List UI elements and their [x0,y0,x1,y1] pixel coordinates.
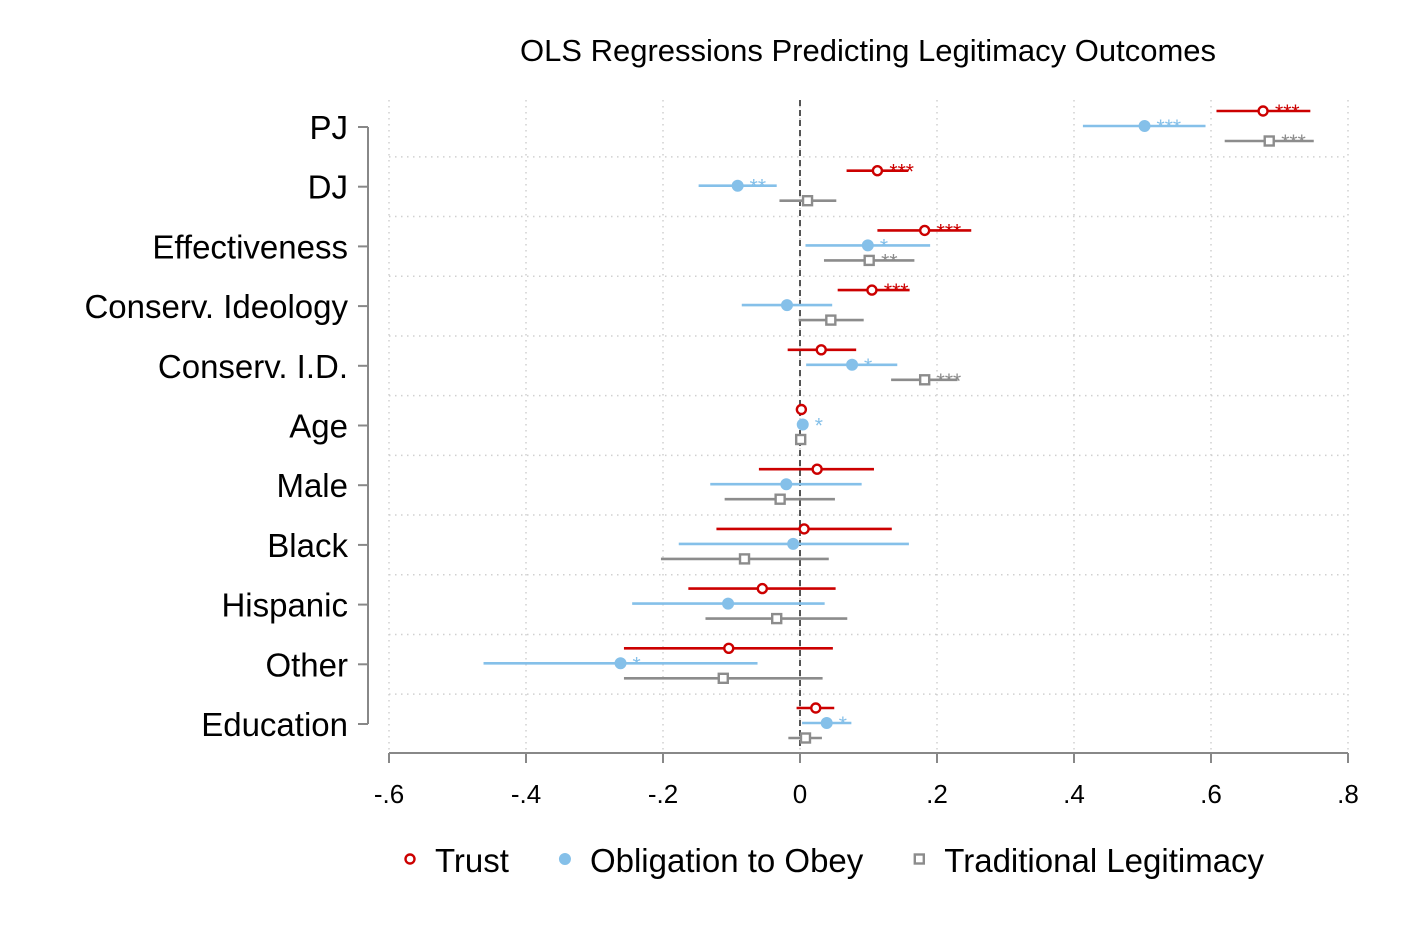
x-tick-label: .8 [1337,779,1359,809]
axis-layer: -.6 -.4 -.2 0 .2 .4 .6 .8 PJ DJ Effectiveness Conse… [84,109,1358,809]
x-tick-label: .4 [1063,779,1085,809]
point-marker [918,224,931,237]
significance-label: * [864,355,872,378]
legend-marker [404,853,416,865]
point-marker [798,523,810,535]
chart-title: OLS Regressions Predicting Legitimacy Ou… [520,33,1216,68]
point-marker [801,194,814,207]
legend: Trust Obligation to Obey Traditional Legit… [404,842,1265,879]
x-tick-label: .6 [1200,779,1222,809]
significance-label: * [815,415,823,438]
significance-label: * [839,713,847,736]
point-marker [738,553,751,565]
point-marker [774,493,786,505]
significance-label: *** [884,280,909,303]
legend-label: Obligation to Obey [590,842,864,879]
significance-label: *** [1275,101,1300,124]
significance-label: ** [881,250,897,273]
point-marker [780,299,793,312]
significance-label: * [880,235,888,258]
point-marker [871,164,884,177]
y-category-label: Conserv. I.D. [158,348,348,385]
y-category-label: Black [267,527,348,564]
y-category-label: Age [289,408,348,445]
point-marker [794,433,807,446]
marks-layer: ****************************** [483,101,1314,744]
legend-marker [913,853,925,865]
x-tick-label: -.2 [648,779,678,809]
legend-label: Trust [435,842,509,879]
point-marker [723,642,735,654]
significance-label: *** [937,370,962,393]
legend-item: Obligation to Obey [558,842,864,879]
point-marker [756,582,769,595]
point-marker [810,702,822,714]
x-tick-label: -.4 [511,779,541,809]
point-marker [717,672,729,684]
y-category-label: PJ [309,109,348,146]
legend-marker [558,853,571,865]
significance-label: *** [1281,131,1306,154]
point-marker [771,612,783,625]
y-category-label: Male [276,467,348,504]
point-marker [614,657,627,670]
point-marker [796,418,809,431]
x-tick-label: .2 [926,779,948,809]
point-marker [731,179,744,192]
y-category-label: Effectiveness [152,228,348,265]
point-marker [1257,105,1269,117]
point-marker [780,478,793,491]
legend-item: Traditional Legitimacy [913,842,1265,879]
significance-label: *** [889,161,914,184]
y-category-label: Hispanic [221,587,348,624]
point-marker [799,732,812,744]
point-marker [811,463,823,475]
point-marker [787,537,800,550]
point-marker [795,403,808,416]
legend-item: Trust [404,842,509,879]
y-category-label: Education [201,706,348,743]
significance-label: * [633,653,641,676]
x-tick-label: -.6 [374,779,404,809]
point-marker [1263,135,1275,147]
grid-layer [388,100,1349,750]
series-obligation-to-obey: ********** [483,116,1206,736]
point-marker [1138,120,1151,132]
point-marker [722,597,735,610]
point-marker [820,717,833,729]
point-marker [846,358,859,371]
point-marker [866,284,878,296]
legend-label: Traditional Legitimacy [944,842,1264,879]
significance-label: ** [750,176,766,199]
point-marker [863,254,875,267]
significance-label: *** [937,220,962,243]
point-marker [918,374,931,386]
point-marker [861,239,874,252]
point-marker [815,344,827,356]
point-marker [825,314,837,326]
series-trust: ************ [623,101,1311,714]
y-category-label: Other [265,646,348,683]
y-category-label: DJ [308,169,348,206]
y-category-label: Conserv. Ideology [84,288,348,325]
series-traditional-legitimacy: ******** [623,131,1314,744]
significance-label: *** [1157,116,1182,139]
x-tick-label: 0 [793,779,807,809]
